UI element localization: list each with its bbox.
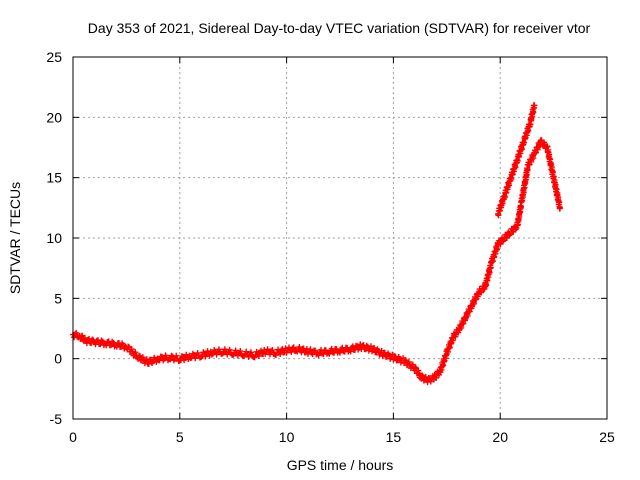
data-point <box>269 347 276 354</box>
data-points <box>70 102 564 386</box>
data-point <box>326 350 333 357</box>
data-point <box>255 353 262 360</box>
data-point <box>264 346 271 353</box>
x-tick-label: 25 <box>599 429 615 445</box>
data-point <box>420 377 427 384</box>
data-point <box>371 345 378 352</box>
data-point <box>194 349 201 356</box>
y-tick-label: 0 <box>54 351 62 367</box>
data-point <box>478 289 485 296</box>
data-point <box>189 350 196 357</box>
data-point <box>98 337 105 344</box>
data-point <box>296 344 303 351</box>
data-point <box>178 353 185 360</box>
data-point <box>136 353 143 360</box>
data-point <box>315 352 322 359</box>
y-tick-label: 25 <box>46 49 62 65</box>
axis-ticks: 0 5 10 15 20 25 -5 0 5 10 15 20 25 <box>46 49 615 445</box>
data-point <box>360 342 367 349</box>
data-point <box>499 238 506 245</box>
data-point <box>503 234 510 241</box>
data-point <box>145 360 152 367</box>
grid <box>73 57 607 419</box>
data-point <box>369 348 376 355</box>
data-point <box>312 347 319 354</box>
x-axis-label: GPS time / hours <box>287 457 394 473</box>
data-point <box>422 373 429 380</box>
y-tick-label: -5 <box>50 411 63 427</box>
data-point <box>506 232 513 239</box>
data-point <box>73 329 80 336</box>
y-tick-label: 5 <box>54 290 62 306</box>
series-upper-branch <box>495 102 538 219</box>
data-point <box>419 372 426 379</box>
data-point <box>307 346 314 353</box>
data-point <box>531 102 538 109</box>
data-point <box>455 329 462 336</box>
x-tick-label: 5 <box>176 429 184 445</box>
data-point <box>78 333 85 340</box>
data-point <box>403 357 410 364</box>
data-point <box>248 349 254 356</box>
data-point <box>230 351 237 358</box>
y-tick-label: 20 <box>46 109 62 125</box>
data-point <box>132 349 139 356</box>
series-main-trace <box>70 137 564 386</box>
x-tick-label: 0 <box>69 429 77 445</box>
data-point <box>215 346 222 353</box>
x-tick-label: 20 <box>492 429 508 445</box>
plot-frame <box>72 56 608 420</box>
data-point <box>237 348 244 355</box>
data-point <box>288 349 295 356</box>
data-point <box>452 333 459 340</box>
data-point <box>81 335 88 342</box>
y-tick-label: 10 <box>46 230 62 246</box>
data-point <box>290 344 297 351</box>
y-tick-label: 15 <box>46 170 62 186</box>
data-point <box>433 374 440 381</box>
data-point <box>412 364 419 371</box>
data-point <box>277 351 284 358</box>
data-point <box>557 204 564 211</box>
data-point <box>402 357 409 364</box>
y-axis-label: SDTVAR / TECUs <box>7 182 23 294</box>
data-point <box>347 348 354 355</box>
x-tick-label: 15 <box>386 429 402 445</box>
data-point <box>337 349 343 356</box>
data-point <box>415 367 422 374</box>
data-point <box>219 350 226 357</box>
chart-title: Day 353 of 2021, Sidereal Day-to-day VTE… <box>88 20 591 36</box>
data-point <box>496 240 503 247</box>
data-point <box>226 346 233 353</box>
x-tick-label: 10 <box>279 429 295 445</box>
